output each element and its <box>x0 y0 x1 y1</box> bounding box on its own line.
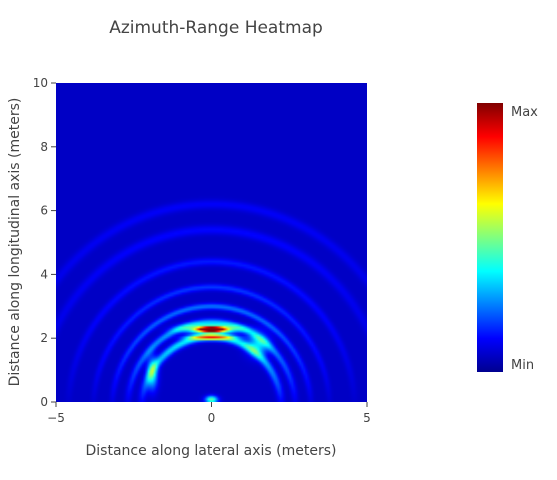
chart-title: Azimuth-Range Heatmap <box>109 18 323 38</box>
y-tick-label: 10 <box>33 76 48 90</box>
y-axis-title: Distance along longitudinal axis (meters… <box>7 98 23 387</box>
x-axis-title: Distance along lateral axis (meters) <box>86 443 337 459</box>
plot-area <box>56 83 367 402</box>
heatmap-image <box>56 83 367 402</box>
y-tick-label: 4 <box>40 267 48 281</box>
y-tick-label: 6 <box>40 204 48 218</box>
colorbar-max-label: Max <box>511 105 538 120</box>
y-tick-label: 0 <box>40 395 48 409</box>
y-tick-label: 8 <box>40 140 48 154</box>
colorbar: Max Min <box>477 103 538 373</box>
x-tick-label: −5 <box>47 411 65 425</box>
x-axis: −5 0 5 <box>47 402 371 425</box>
colorbar-min-label: Min <box>511 358 534 373</box>
y-tick-label: 2 <box>40 331 48 345</box>
colorbar-gradient <box>477 103 503 372</box>
x-tick-label: 5 <box>363 411 371 425</box>
y-axis: 0 2 4 6 8 10 <box>33 76 56 409</box>
x-tick-label: 0 <box>208 411 216 425</box>
